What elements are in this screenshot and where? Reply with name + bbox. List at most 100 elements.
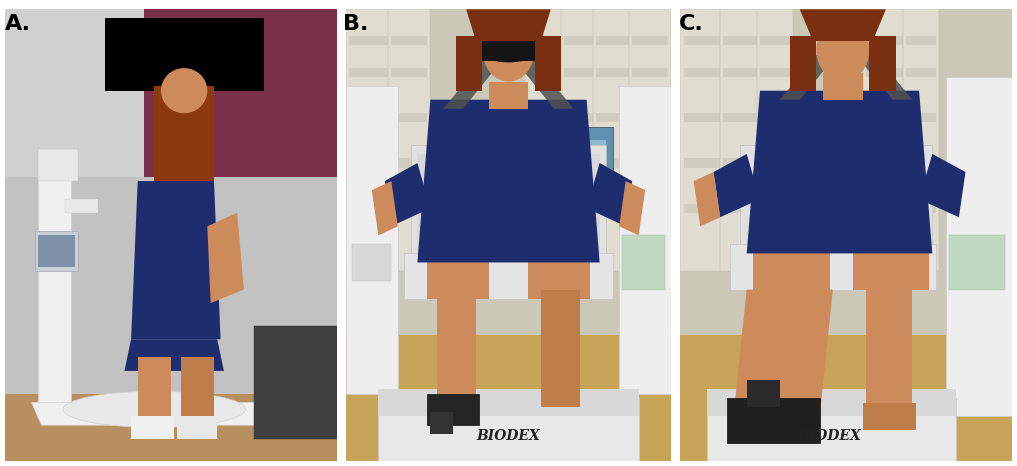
Polygon shape [919, 154, 965, 217]
Bar [866, 68, 902, 77]
Ellipse shape [479, 38, 538, 62]
Bar [862, 9, 906, 272]
Bar [349, 158, 388, 167]
Polygon shape [619, 181, 645, 235]
Bar [349, 113, 388, 122]
Bar [866, 281, 912, 416]
Bar [178, 416, 218, 439]
Bar [476, 39, 541, 62]
Bar [683, 68, 720, 77]
Bar [563, 204, 593, 212]
Text: BIODEX: BIODEX [477, 430, 540, 444]
Polygon shape [799, 9, 886, 41]
Bar [5, 177, 337, 403]
Bar [760, 204, 790, 212]
Bar [730, 244, 936, 289]
Bar [528, 113, 560, 122]
Bar [39, 150, 78, 181]
Bar [155, 86, 214, 199]
Bar [633, 113, 668, 122]
Bar [906, 68, 936, 77]
Bar [683, 36, 720, 46]
Polygon shape [417, 100, 600, 262]
Bar [535, 36, 560, 91]
Bar [596, 204, 629, 212]
Bar [723, 36, 757, 46]
Bar [144, 9, 337, 226]
Bar [629, 9, 671, 272]
Bar [760, 158, 790, 167]
Bar [866, 204, 902, 212]
Text: A.: A. [5, 14, 32, 34]
Polygon shape [124, 339, 224, 371]
Bar [906, 36, 936, 46]
Text: BIODEX: BIODEX [797, 430, 861, 444]
Bar [723, 68, 757, 77]
Polygon shape [833, 27, 912, 100]
Bar [727, 398, 820, 443]
Bar [392, 158, 427, 167]
Bar [525, 9, 563, 272]
Bar [680, 335, 1012, 461]
Bar [746, 380, 780, 407]
Bar [596, 158, 629, 167]
Polygon shape [714, 154, 760, 217]
Bar [563, 36, 593, 46]
Polygon shape [587, 163, 633, 226]
Bar [870, 36, 896, 91]
Bar [680, 9, 723, 272]
Ellipse shape [817, 18, 870, 82]
Bar [723, 158, 757, 167]
Bar [760, 113, 790, 122]
Ellipse shape [161, 68, 207, 113]
Bar [683, 113, 720, 122]
Bar [563, 68, 593, 77]
Bar [866, 36, 902, 46]
Bar [740, 145, 933, 262]
Bar [405, 254, 612, 299]
Bar [105, 18, 263, 91]
Bar [5, 9, 187, 212]
Bar [528, 68, 560, 77]
Bar [593, 9, 633, 272]
Bar [378, 389, 639, 416]
Polygon shape [746, 91, 933, 254]
Bar [181, 357, 214, 430]
Bar [596, 113, 629, 122]
Bar [683, 204, 720, 212]
Bar [563, 158, 593, 167]
Bar [346, 9, 392, 272]
Bar [430, 411, 454, 434]
Polygon shape [427, 254, 489, 299]
Bar [707, 398, 956, 461]
Text: C.: C. [679, 14, 704, 34]
Bar [946, 77, 1012, 416]
Polygon shape [754, 244, 830, 289]
Bar [39, 235, 74, 267]
Ellipse shape [63, 391, 245, 427]
Bar [392, 68, 427, 77]
Bar [528, 36, 560, 46]
Bar [349, 36, 388, 46]
Bar [39, 167, 71, 403]
Polygon shape [207, 212, 244, 303]
Bar [633, 36, 668, 46]
Bar [757, 9, 793, 272]
Bar [528, 204, 560, 212]
Bar [949, 235, 1005, 289]
Bar [683, 158, 720, 167]
Bar [427, 393, 479, 425]
Polygon shape [32, 403, 263, 425]
Bar [547, 140, 606, 204]
Bar [528, 158, 560, 167]
Bar [760, 36, 790, 46]
Bar [489, 82, 528, 109]
Bar [906, 113, 936, 122]
Bar [906, 204, 936, 212]
Bar [137, 357, 171, 430]
Bar [760, 68, 790, 77]
Bar [866, 158, 902, 167]
Bar [902, 9, 939, 272]
Bar [541, 127, 612, 208]
Ellipse shape [482, 18, 535, 82]
